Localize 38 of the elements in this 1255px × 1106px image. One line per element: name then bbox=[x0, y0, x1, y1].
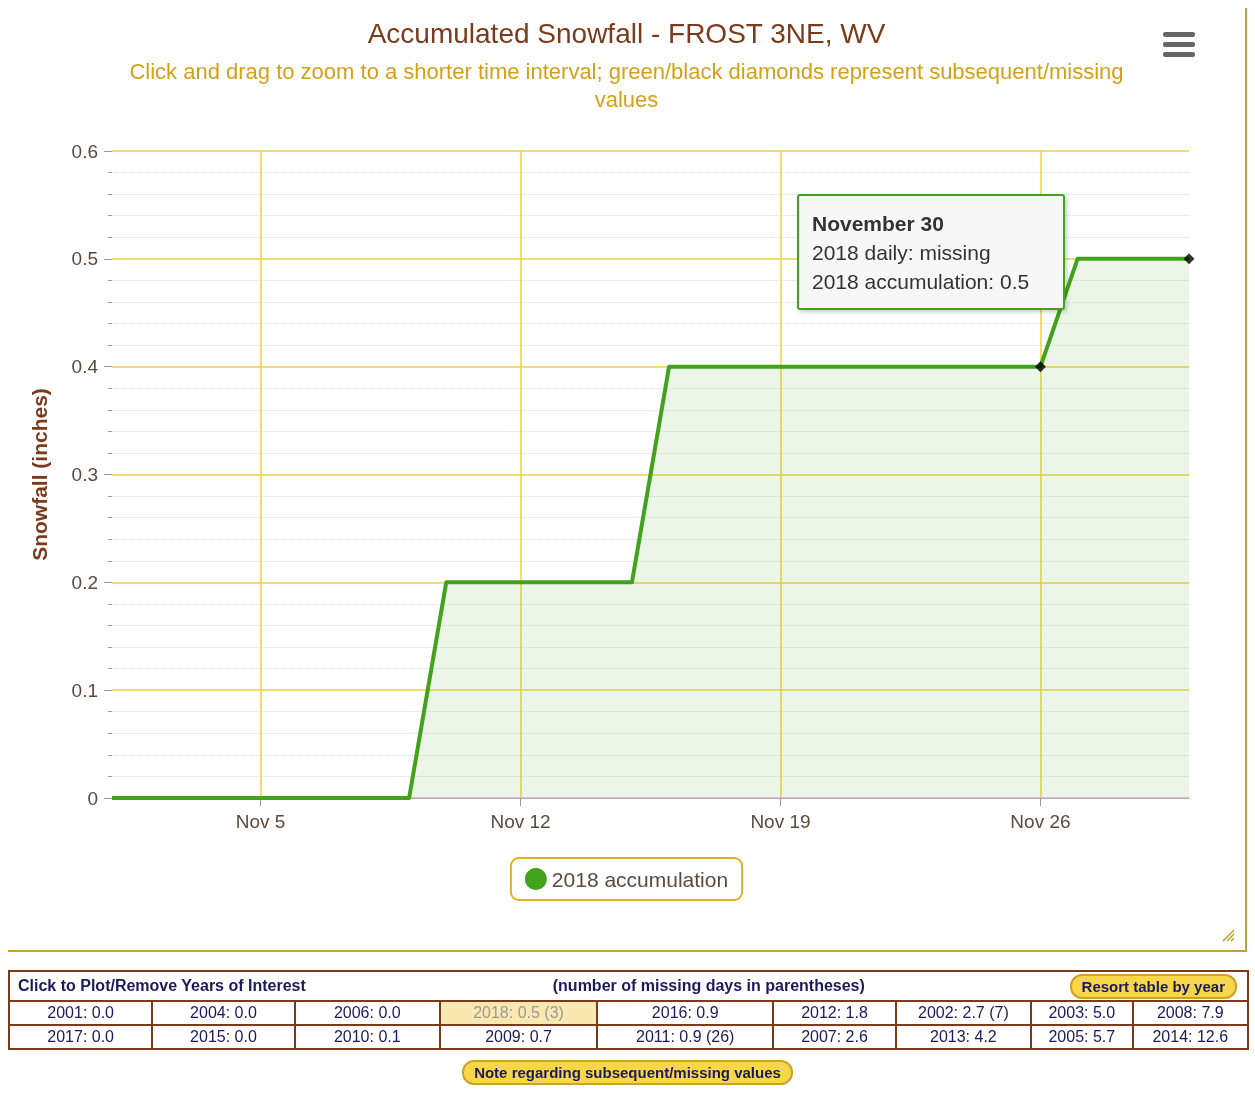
text: 2001: 0.0 bbox=[46, 1003, 115, 1023]
text: Click to Plot/Remove Years of Interest bbox=[17, 977, 307, 995]
text: 2012: 1.8 bbox=[772, 1002, 895, 1024]
y-axis-title: Snowfall (inches) bbox=[28, 388, 51, 561]
legend-label: 2018 accumulation bbox=[551, 867, 729, 891]
text: 2015: 0.0 bbox=[151, 1026, 294, 1048]
x-tick-label: Nov 19 bbox=[750, 811, 811, 832]
text: 2004: 0.0 bbox=[151, 1002, 294, 1024]
text: 2018: 0.5 (3) bbox=[438, 1002, 597, 1024]
y-tick-label: 0.6 bbox=[71, 140, 98, 162]
y-tick-label: 0.4 bbox=[71, 356, 99, 378]
text: 2007: 2.6 bbox=[772, 1026, 895, 1048]
y-tick-label: 0 bbox=[87, 787, 98, 809]
text: 2003: 5.0 bbox=[1030, 1002, 1132, 1024]
x-tick-label: Nov 5 bbox=[235, 811, 286, 832]
text: 2013: 4.2 bbox=[894, 1026, 1031, 1048]
text: Note regarding subsequent/missing values bbox=[462, 1060, 793, 1085]
chart-title: Accumulated Snowfall - FROST 3NE, WV bbox=[366, 17, 887, 50]
x-tick-label: Nov 12 bbox=[490, 811, 551, 832]
x-tick-label: Nov 26 bbox=[1010, 811, 1071, 832]
text: 2017: 0.0 bbox=[46, 1027, 115, 1047]
text: 2002: 2.7 (7) bbox=[894, 1002, 1031, 1024]
annotation: November 30 2018 daily: missing 2018 accumulation: 0.5 bbox=[812, 212, 1030, 293]
text: 2009: 0.7 bbox=[438, 1026, 597, 1048]
text: Resort table by year bbox=[1069, 973, 1237, 999]
text: 2005: 5.7 bbox=[1030, 1026, 1132, 1048]
y-tick-label: 0.2 bbox=[71, 571, 98, 593]
text: 2008: 7.9 bbox=[1131, 1002, 1247, 1024]
text: 2016: 0.9 bbox=[596, 1002, 773, 1024]
text: 2011: 0.9 (26) bbox=[596, 1026, 773, 1048]
y-tick-label: 0.5 bbox=[71, 248, 98, 270]
chart-subtitle: Click and drag to zoom to a shorter time interval; green/black diamonds represent subsequent/missing values bbox=[128, 58, 1125, 114]
text: 2014: 12.6 bbox=[1131, 1026, 1247, 1048]
text: 2006: 0.0 bbox=[293, 1002, 439, 1024]
y-tick-label: 0.1 bbox=[71, 679, 98, 701]
text: (number of missing days in parentheses) bbox=[551, 977, 866, 995]
y-tick-label: 0.3 bbox=[71, 464, 98, 485]
text: 2010: 0.1 bbox=[293, 1026, 439, 1048]
